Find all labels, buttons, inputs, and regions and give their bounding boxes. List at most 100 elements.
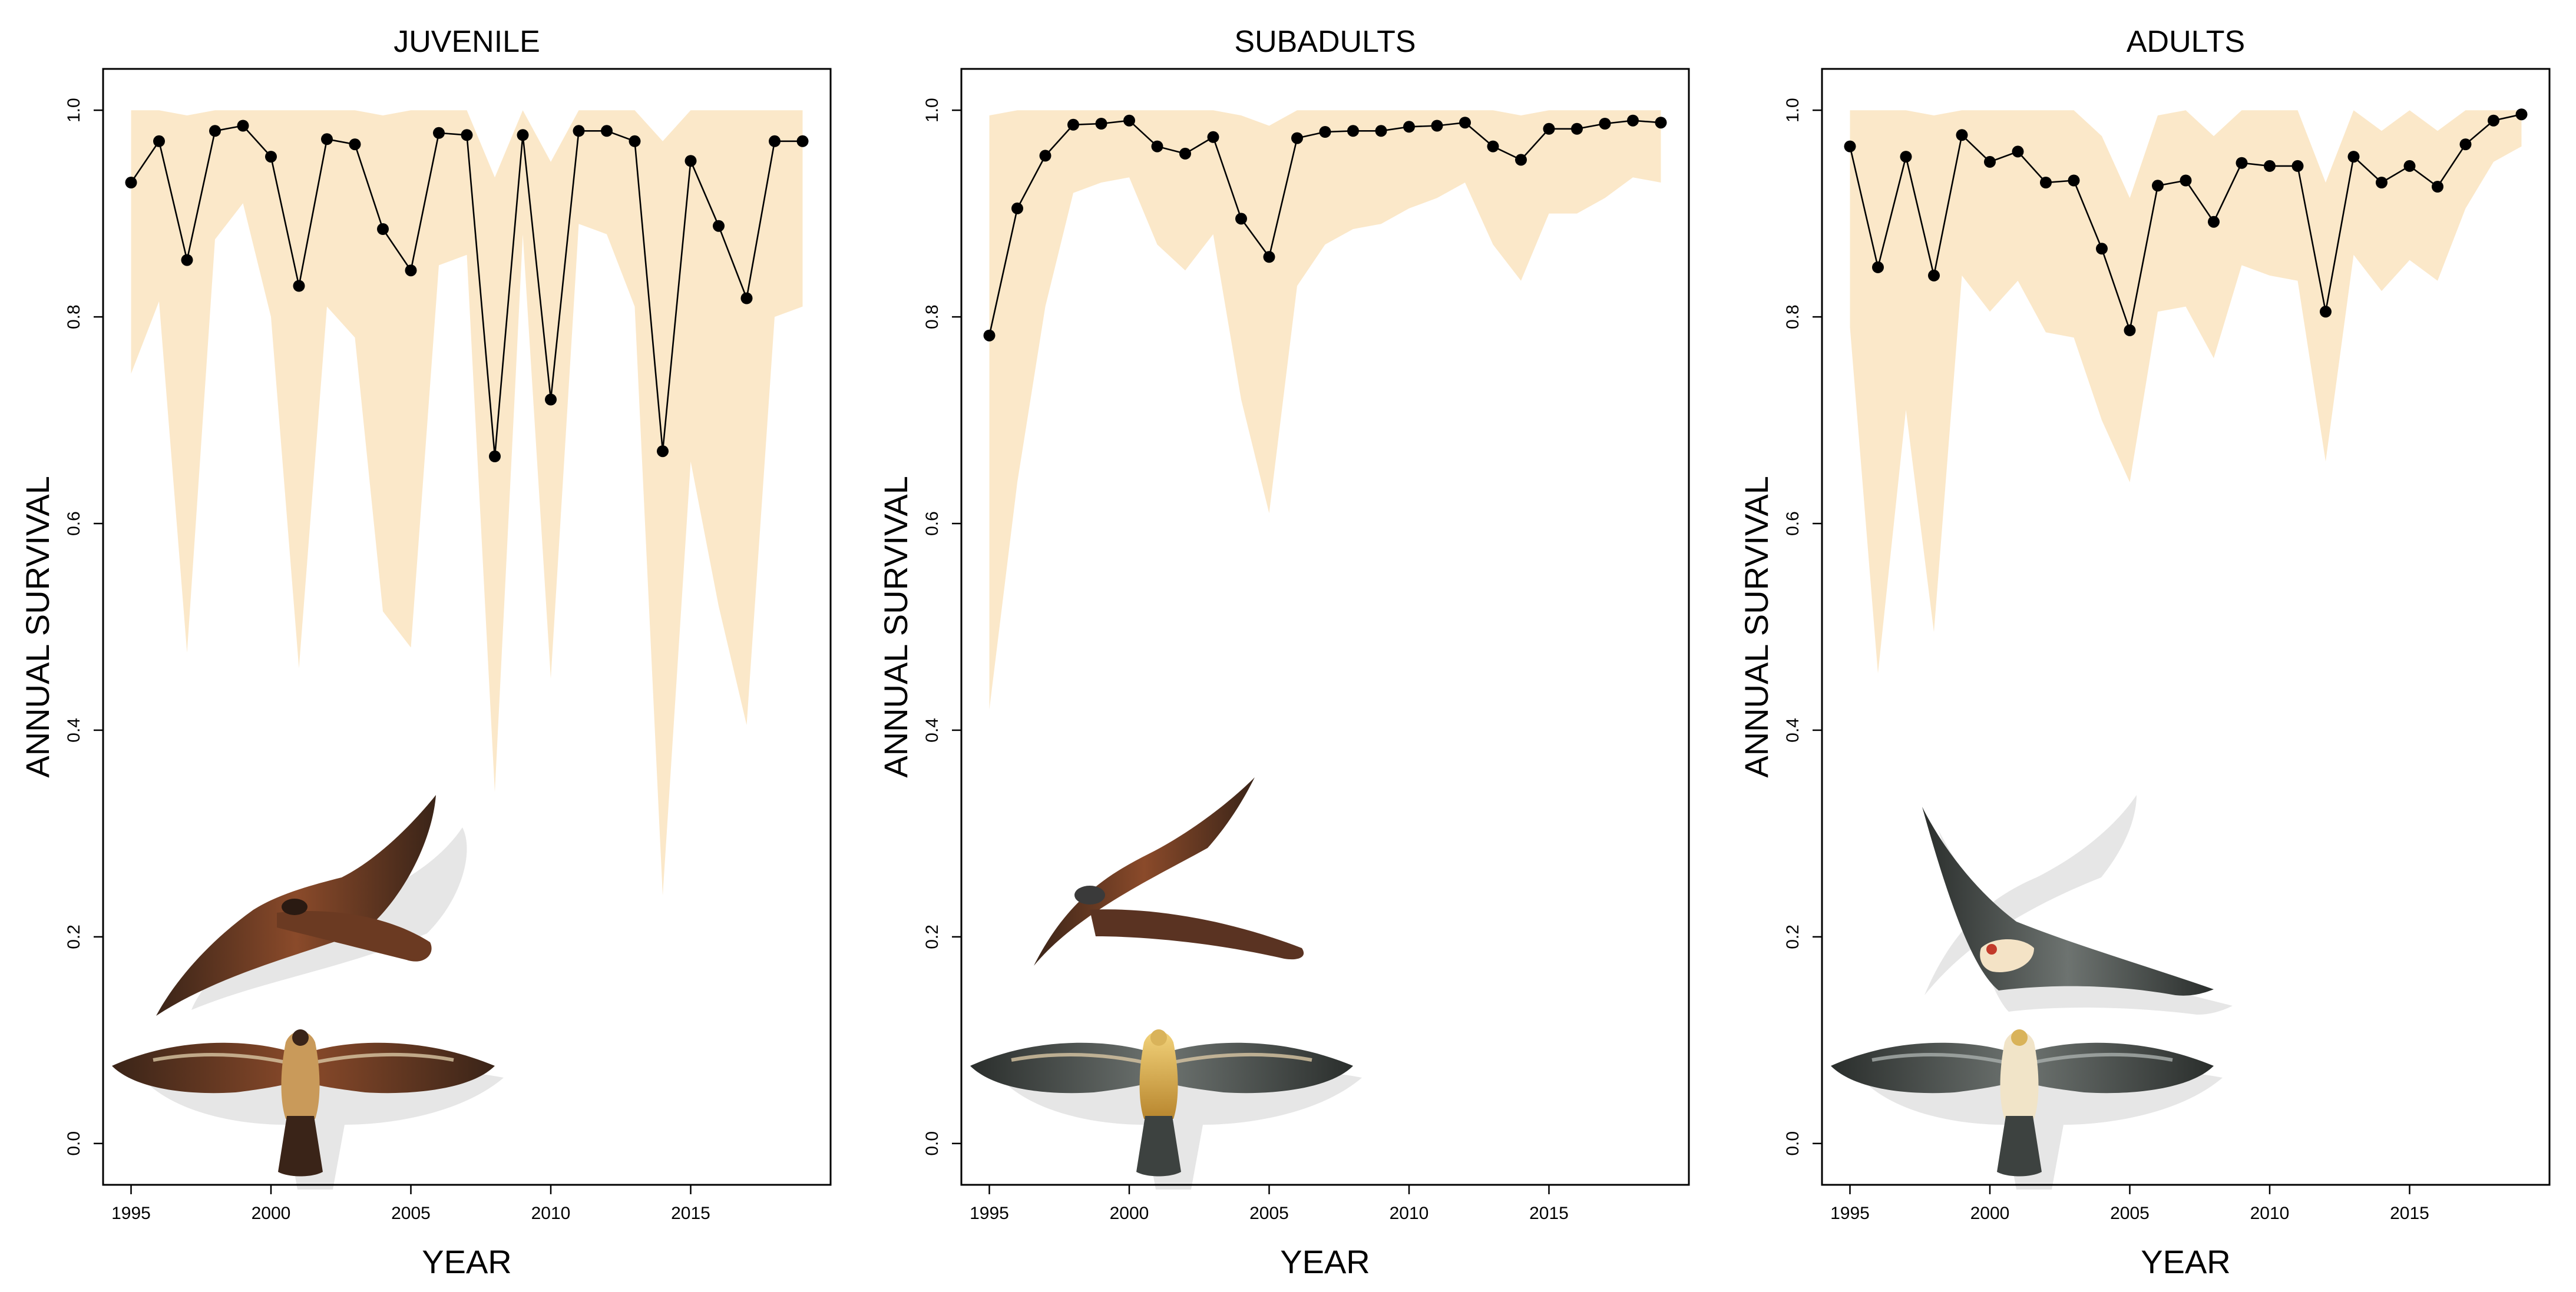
data-point — [740, 292, 753, 304]
data-point — [1872, 261, 1884, 273]
data-point — [125, 177, 137, 188]
x-axis-label: YEAR — [422, 1243, 512, 1280]
data-point — [2068, 174, 2080, 187]
x-tick-label: 2010 — [531, 1204, 571, 1223]
juvenile-flying-top-illustration — [112, 1029, 504, 1190]
x-axis-label: YEAR — [2141, 1243, 2231, 1280]
data-point — [1844, 140, 1856, 153]
data-point — [181, 254, 193, 266]
data-point — [153, 135, 165, 147]
subadult-flying-top-illustration — [970, 1029, 1362, 1190]
adult-flying-top-illustration — [1831, 1029, 2223, 1190]
data-point — [2124, 324, 2136, 336]
y-tick-label: 0.8 — [1783, 304, 1803, 329]
data-point — [517, 129, 529, 141]
y-tick-label: 0.0 — [922, 1131, 942, 1156]
x-tick-label: 2005 — [391, 1204, 431, 1223]
x-tick-label: 1995 — [970, 1204, 1009, 1223]
data-point — [1375, 125, 1387, 137]
data-point — [2432, 181, 2443, 193]
data-point — [1291, 132, 1303, 144]
x-tick-label: 2005 — [2110, 1204, 2150, 1223]
y-tick-label: 0.4 — [64, 718, 84, 743]
data-point — [2264, 160, 2276, 172]
data-point — [796, 135, 809, 147]
data-point — [1207, 131, 1219, 143]
data-point — [1263, 251, 1275, 263]
x-tick-label: 2000 — [1970, 1204, 2010, 1223]
data-point — [2236, 157, 2248, 169]
data-point — [1151, 140, 1163, 153]
data-point — [601, 125, 613, 137]
data-point — [1123, 114, 1135, 127]
data-point — [545, 393, 557, 406]
data-point — [684, 155, 697, 167]
y-tick-label: 0.8 — [64, 304, 84, 329]
data-point — [1347, 125, 1359, 137]
data-point — [489, 450, 501, 462]
juvenile-flying-side-illustration — [156, 795, 467, 1016]
y-axis-label: ANNUAL SURVIVAL — [1738, 476, 1775, 777]
x-tick-label: 1995 — [111, 1204, 151, 1223]
y-tick-label: 1.0 — [64, 98, 84, 122]
x-tick-label: 2010 — [1390, 1204, 1429, 1223]
y-tick-label: 0.8 — [922, 304, 942, 329]
data-point — [1900, 151, 1912, 163]
data-point — [1039, 150, 1051, 162]
x-tick-label: 2015 — [2390, 1204, 2429, 1223]
y-tick-label: 0.2 — [922, 925, 942, 949]
panel-juvenile: 1995 2000 2005 2010 2015 0.0 0.2 0.4 0.6 0.8 1.0 JU… — [19, 25, 832, 1280]
data-point — [209, 125, 221, 137]
x-tick-label: 2005 — [1249, 1204, 1289, 1223]
data-point — [2459, 138, 2472, 151]
data-point — [2376, 177, 2387, 188]
data-point — [433, 127, 445, 139]
data-point — [657, 445, 669, 458]
data-point — [2320, 306, 2332, 318]
y-tick-label: 1.0 — [922, 98, 942, 122]
data-point — [2347, 151, 2360, 163]
panel-title: ADULTS — [2127, 25, 2245, 59]
confidence-band — [1850, 110, 2522, 674]
y-tick-label: 0.4 — [1783, 718, 1803, 743]
data-point — [1095, 118, 1107, 130]
data-point — [1928, 269, 1940, 281]
data-point — [293, 280, 305, 292]
data-point — [461, 129, 473, 141]
x-tick-label: 2000 — [252, 1204, 291, 1223]
data-point — [769, 135, 781, 147]
data-point — [1067, 118, 1079, 131]
data-point — [237, 120, 249, 132]
data-point — [1956, 129, 1968, 141]
y-tick-label: 0.4 — [922, 718, 942, 743]
panel-adults: 1995 2000 2005 2010 2015 0.0 0.2 0.4 0.6 0.8 1.0 AD… — [1738, 25, 2551, 1280]
y-tick-label: 0.2 — [64, 925, 84, 949]
data-point — [1599, 118, 1611, 130]
panel-subadults: 1995 2000 2005 2010 2015 0.0 0.2 0.4 0.6 0.8 1.0 SU… — [877, 25, 2137, 1280]
plot-frame — [102, 68, 832, 1186]
y-tick-label: 0.0 — [1783, 1131, 1803, 1156]
data-point — [2180, 174, 2192, 187]
data-point — [2488, 114, 2499, 127]
data-point — [1319, 126, 1331, 138]
data-point — [2096, 243, 2108, 255]
plot-frame — [1821, 68, 2551, 1186]
x-tick-label: 2015 — [1529, 1204, 1569, 1223]
y-tick-label: 1.0 — [1783, 98, 1803, 122]
data-point — [1403, 121, 1415, 133]
x-axis-label: YEAR — [1280, 1243, 1370, 1280]
y-tick-label: 0.6 — [1783, 511, 1803, 536]
x-tick-label: 2010 — [2250, 1204, 2290, 1223]
y-axis-label: ANNUAL SURVIVAL — [877, 476, 914, 777]
data-point — [1487, 140, 1499, 153]
y-tick-label: 0.0 — [64, 1131, 84, 1156]
data-point — [2012, 145, 2024, 158]
panel-title: JUVENILE — [393, 25, 540, 59]
y-tick-label: 0.2 — [1783, 925, 1803, 949]
data-point — [1235, 213, 1247, 225]
data-point — [1011, 202, 1023, 214]
data-point — [1984, 155, 1996, 168]
data-point — [321, 133, 333, 145]
y-tick-label: 0.6 — [922, 511, 942, 536]
data-point — [2152, 180, 2164, 192]
